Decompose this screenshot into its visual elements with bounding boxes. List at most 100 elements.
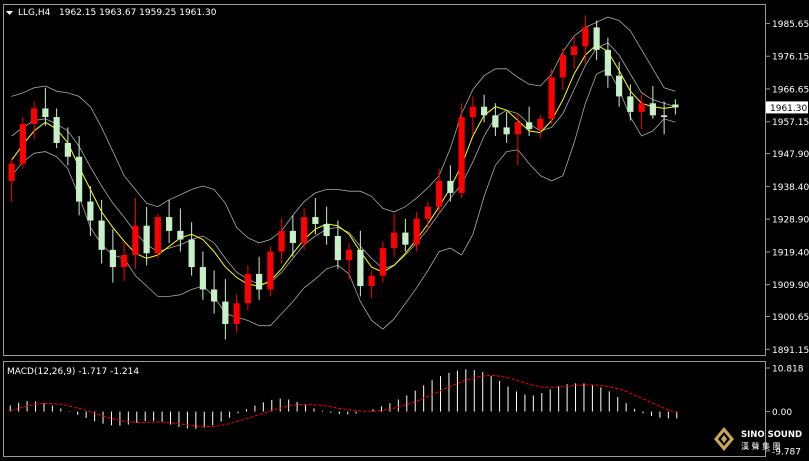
candle [109, 229, 116, 283]
candle-body [53, 117, 60, 143]
candle-body [211, 289, 218, 302]
candle-body [19, 123, 26, 164]
candle [649, 86, 656, 119]
candle [278, 218, 285, 264]
candle [661, 101, 668, 135]
candle [582, 15, 589, 64]
candle-body [638, 103, 645, 112]
candle-body [559, 55, 566, 78]
candle [19, 117, 26, 169]
candle-body [649, 103, 656, 116]
candle [188, 222, 195, 276]
price-tick-label: 1900.65 [772, 313, 809, 323]
candle [256, 256, 263, 300]
candle-body [267, 251, 274, 290]
candle [481, 94, 488, 123]
macd-signal-polyline [10, 374, 677, 427]
last-price-box [766, 101, 808, 114]
logo-text-latin: SINO SOUND [741, 430, 802, 440]
candle-body [132, 225, 139, 255]
candle-body [357, 249, 364, 287]
price-tick-label: 1985.65 [772, 20, 809, 30]
candle [616, 61, 623, 107]
moving-average [11, 44, 676, 287]
price-tick-label: 1919.40 [772, 248, 809, 258]
candle [211, 270, 218, 314]
candle-body [188, 239, 195, 268]
sino-sound-logo: SINO SOUND 漢 聲 集 團 [712, 425, 807, 457]
candle-body [413, 218, 420, 245]
candle [267, 246, 274, 297]
price-tick-label: 1976.15 [772, 53, 809, 63]
candle-body [582, 27, 589, 47]
last-price-label: 1961.30 [770, 104, 807, 114]
moving-average-line [11, 44, 676, 287]
candle-body [289, 230, 296, 243]
candle [166, 199, 173, 243]
candle [627, 84, 634, 121]
candle [413, 211, 420, 252]
candle-body [514, 122, 521, 135]
candle [301, 208, 308, 250]
candle [346, 242, 353, 280]
candle [368, 270, 375, 299]
candle [323, 206, 330, 245]
candle-body [627, 96, 634, 112]
candle [42, 87, 49, 126]
candle [469, 96, 476, 135]
candle [31, 101, 38, 140]
candle [402, 218, 409, 252]
candle-body [526, 122, 533, 130]
candle-body [346, 249, 353, 261]
price-tick-label: 1891.15 [772, 346, 809, 356]
price-panel-frame [3, 4, 766, 356]
macd-signal-line [10, 374, 677, 427]
macd-tick-label: 0.00 [772, 408, 792, 418]
candle-body [8, 163, 15, 181]
candle-body [616, 75, 623, 97]
candle [53, 108, 60, 149]
candle-body [548, 77, 555, 119]
candle-body [604, 49, 611, 76]
candle-body [166, 217, 173, 231]
candle-body [447, 180, 454, 193]
candle [492, 103, 499, 137]
dropdown-triangle-icon[interactable] [6, 11, 13, 15]
candle [638, 94, 645, 130]
candle [526, 106, 533, 137]
price-tick-label: 1947.90 [772, 150, 809, 160]
candle [604, 37, 611, 88]
macd-tick-label: -9.787 [772, 448, 801, 458]
candle-body [233, 303, 240, 324]
logo-text-chinese: 漢 聲 集 團 [741, 441, 781, 451]
price-tick-label: 1909.90 [772, 281, 809, 291]
candle [593, 20, 600, 61]
bollinger-bands [11, 16, 676, 330]
candle [154, 213, 161, 259]
candle-body [458, 117, 465, 193]
candle-body [121, 255, 128, 268]
candle [132, 198, 139, 269]
candle-body [436, 180, 443, 207]
candle [334, 220, 341, 269]
candle [391, 213, 398, 257]
candle-body [87, 201, 94, 221]
candle [424, 201, 431, 231]
candle-body [323, 223, 330, 237]
bollinger-upper-line [11, 16, 676, 244]
candle [87, 186, 94, 237]
bollinger-middle-line [11, 42, 676, 285]
candle-body [492, 115, 499, 128]
symbol-label: LLG,H4 [18, 8, 51, 18]
candle-body [31, 108, 38, 124]
candle-body [76, 156, 83, 202]
candle [571, 36, 578, 69]
candle-body [481, 106, 488, 116]
candle [672, 99, 679, 115]
candle [379, 241, 386, 283]
price-tick-label: 1966.65 [772, 85, 809, 95]
candle-body [593, 27, 600, 50]
candle-body [379, 248, 386, 276]
candle-body [42, 108, 49, 118]
